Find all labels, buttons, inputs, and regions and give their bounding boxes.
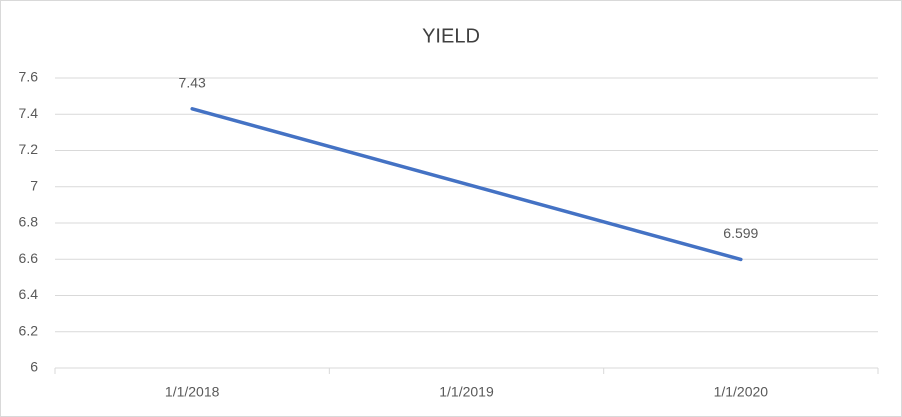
y-tick-label: 6.2 [19, 322, 39, 338]
data-label: 6.599 [723, 225, 758, 241]
y-tick-label: 7.2 [19, 141, 39, 157]
y-tick-label: 7 [30, 177, 38, 193]
y-tick-label: 6.6 [19, 250, 39, 266]
y-tick-label: 7.4 [19, 105, 39, 121]
x-tick-label: 1/1/2018 [165, 384, 220, 400]
chart-title: YIELD [422, 25, 480, 47]
y-tick-label: 6 [30, 359, 38, 375]
x-tick-label: 1/1/2019 [439, 384, 494, 400]
line [190, 107, 743, 262]
x-tick-label: 1/1/2020 [714, 384, 769, 400]
y-tick-label: 6.8 [19, 214, 39, 230]
data-label: 7.43 [179, 75, 206, 91]
y-tick-label: 7.6 [19, 69, 39, 85]
y-tick-label: 6.4 [19, 286, 39, 302]
